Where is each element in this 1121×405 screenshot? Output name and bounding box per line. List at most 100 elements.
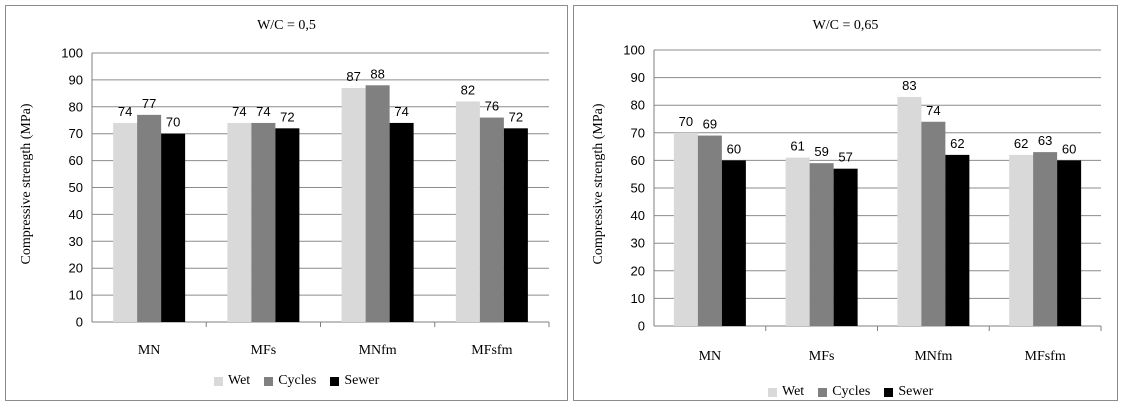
y-tick-label: 30 — [69, 234, 83, 249]
y-tick-label: 60 — [69, 153, 83, 168]
chart-title: W/C = 0,65 — [812, 18, 879, 33]
bar-cycles-mnfm — [365, 85, 390, 322]
legend-item-wet: Wet — [214, 373, 250, 389]
y-tick-label: 100 — [623, 43, 645, 58]
legend-item-sewer: Sewer — [884, 384, 933, 400]
y-tick-label: 40 — [69, 207, 83, 222]
x-category-label: MNfm — [914, 349, 952, 364]
bar-sewer-mn — [721, 160, 746, 326]
x-category-label: MN — [699, 349, 722, 364]
legend-swatch-wet — [214, 376, 223, 386]
data-label: 77 — [142, 96, 156, 111]
bar-sewer-mfs — [833, 168, 858, 326]
legend-label-sewer: Sewer — [898, 384, 934, 399]
data-label: 72 — [280, 109, 294, 124]
bar-sewer-mfs — [275, 128, 300, 322]
legend-label-sewer: Sewer — [344, 373, 380, 388]
bar-chart-left: 0 10 20 30 40 50 60 70 80 90 100 74 77 70 MN 74 74 72 MFs 8… — [61, 46, 550, 358]
y-tick-label: 0 — [76, 315, 83, 330]
legend-swatch-wet — [768, 387, 777, 397]
bar-sewer-mfsfm — [1057, 160, 1082, 326]
legend-swatch-sewer — [330, 376, 340, 386]
data-label: 74 — [118, 104, 132, 119]
bar-wet-mn — [673, 132, 698, 326]
data-label: 62 — [950, 136, 964, 151]
legend-item-wet: Wet — [768, 384, 804, 400]
bar-wet-mnfm — [897, 96, 922, 326]
bar-cycles-mn — [697, 135, 722, 326]
x-category-label: MFs — [251, 343, 277, 358]
y-tick-label: 60 — [631, 153, 645, 168]
bar-wet-mfs — [785, 157, 810, 326]
bar-wet-mfsfm — [1009, 154, 1034, 326]
y-tick-label: 20 — [631, 263, 645, 278]
x-category-label: MN — [138, 343, 161, 358]
y-tick-label: 70 — [631, 125, 645, 140]
bar-cycles-mfs — [809, 163, 834, 326]
y-tick-label: 50 — [69, 180, 83, 195]
legend-swatch-sewer — [884, 387, 894, 397]
bar-cycles-mn — [137, 114, 162, 323]
legend-label-wet: Wet — [228, 373, 251, 388]
bar-chart-right: 0 10 20 30 40 50 60 70 80 90 100 70 69 60 MN 61 59 57 MFs 8… — [623, 43, 1102, 364]
data-label: 60 — [1062, 141, 1076, 156]
y-tick-label: 50 — [631, 181, 645, 196]
y-tick-label: 80 — [69, 99, 83, 114]
chart-legend: Wet Cycles Sewer — [768, 384, 933, 400]
data-label: 57 — [838, 150, 852, 165]
bar-cycles-mnfm — [921, 121, 946, 326]
data-label: 62 — [1014, 136, 1028, 151]
y-tick-label: 20 — [69, 261, 83, 276]
y-tick-label: 100 — [61, 46, 83, 61]
data-label: 60 — [727, 141, 741, 156]
bar-sewer-mnfm — [945, 154, 970, 326]
data-label: 63 — [1038, 133, 1052, 148]
chart-panel-left: W/C = 0,5 Compressive strength (MPa) 0 10… — [5, 5, 568, 401]
legend-item-sewer: Sewer — [330, 373, 379, 389]
y-tick-label: 30 — [631, 236, 645, 251]
x-category-label: MNfm — [359, 343, 397, 358]
y-tick-label: 0 — [638, 319, 645, 334]
data-label: 74 — [232, 104, 246, 119]
data-label: 70 — [679, 114, 693, 129]
bar-wet-mnfm — [341, 87, 366, 322]
legend-label-cycles: Cycles — [832, 384, 871, 399]
data-label: 70 — [166, 115, 180, 130]
bar-cycles-mfsfm — [479, 117, 504, 322]
data-label: 88 — [370, 66, 384, 81]
legend-label-cycles: Cycles — [278, 373, 317, 388]
legend-swatch-cycles — [264, 376, 274, 386]
y-tick-label: 80 — [631, 98, 645, 113]
chart-title: W/C = 0,5 — [257, 18, 316, 33]
y-tick-label: 10 — [631, 291, 645, 306]
legend-swatch-cycles — [818, 387, 828, 397]
x-category-label: MFs — [809, 349, 835, 364]
bar-sewer-mfsfm — [503, 128, 528, 322]
bar-wet-mn — [113, 122, 138, 322]
data-label: 83 — [902, 78, 916, 93]
bar-cycles-mfs — [251, 122, 276, 322]
y-tick-label: 10 — [69, 288, 83, 303]
bar-cycles-mfsfm — [1033, 152, 1058, 326]
legend-item-cycles: Cycles — [264, 373, 316, 389]
bar-wet-mfs — [227, 122, 252, 322]
legend-item-cycles: Cycles — [818, 384, 870, 400]
data-label: 74 — [394, 104, 408, 119]
data-label: 74 — [926, 103, 940, 118]
data-label: 61 — [790, 139, 804, 154]
data-label: 82 — [461, 82, 475, 97]
x-category-label: MFsfm — [1025, 349, 1066, 364]
chart-legend: Wet Cycles Sewer — [214, 373, 379, 389]
bar-wet-mfsfm — [455, 101, 480, 322]
data-label: 69 — [703, 117, 717, 132]
x-category-label: MFsfm — [471, 343, 512, 358]
y-tick-label: 90 — [631, 70, 645, 85]
bar-sewer-mnfm — [389, 122, 414, 322]
data-label: 59 — [814, 144, 828, 159]
y-tick-label: 70 — [69, 126, 83, 141]
legend-label-wet: Wet — [782, 384, 805, 399]
bar-sewer-mn — [161, 133, 186, 322]
data-label: 76 — [485, 99, 499, 114]
y-tick-label: 90 — [69, 72, 83, 87]
